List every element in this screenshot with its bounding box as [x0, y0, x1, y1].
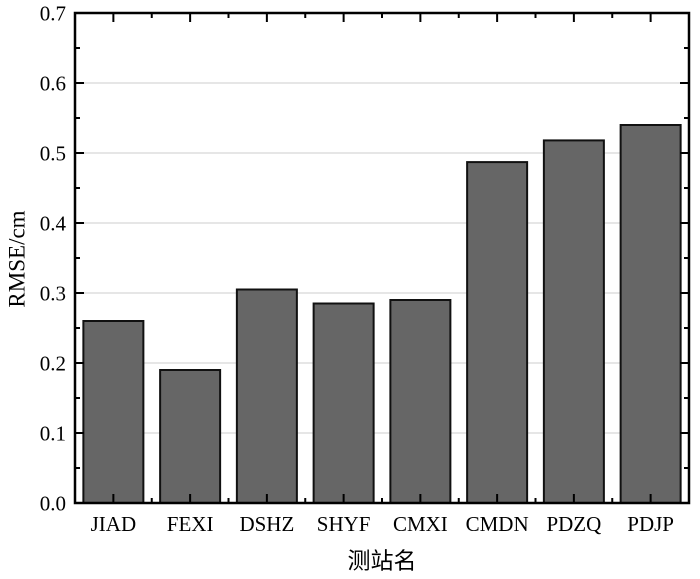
- y-tick-label-0.6: 0.6: [40, 72, 66, 96]
- y-tick-label-0.4: 0.4: [40, 212, 67, 236]
- y-tick-label-0.5: 0.5: [40, 142, 66, 166]
- y-tick-label-0.3: 0.3: [40, 282, 66, 306]
- bar-CMDN: [466, 161, 529, 504]
- bar-CMXI: [389, 299, 452, 504]
- x-tick-label-PDJP: PDJP: [627, 512, 674, 536]
- bar-JIAD: [82, 320, 145, 504]
- y-tick-label-0.7: 0.7: [40, 2, 66, 26]
- x-tick-label-DSHZ: DSHZ: [239, 512, 294, 536]
- y-tick-label-0.0: 0.0: [40, 492, 66, 516]
- x-tick-label-SHYF: SHYF: [317, 512, 371, 536]
- x-tick-label-JIAD: JIAD: [91, 512, 137, 536]
- x-tick-label-PDZQ: PDZQ: [546, 512, 601, 536]
- y-tick-label-0.1: 0.1: [40, 422, 66, 446]
- bar-PDJP: [619, 124, 682, 504]
- bar-PDZQ: [542, 139, 605, 504]
- bar-FEXI: [159, 369, 222, 504]
- y-axis-title: RMSE/cm: [4, 210, 30, 308]
- x-tick-label-FEXI: FEXI: [167, 512, 214, 536]
- x-tick-label-CMXI: CMXI: [393, 512, 448, 536]
- x-tick-label-CMDN: CMDN: [466, 512, 529, 536]
- bar-SHYF: [312, 302, 375, 504]
- x-axis-title: 测站名: [347, 548, 417, 574]
- bar-DSHZ: [235, 288, 298, 504]
- y-tick-label-0.2: 0.2: [40, 352, 66, 376]
